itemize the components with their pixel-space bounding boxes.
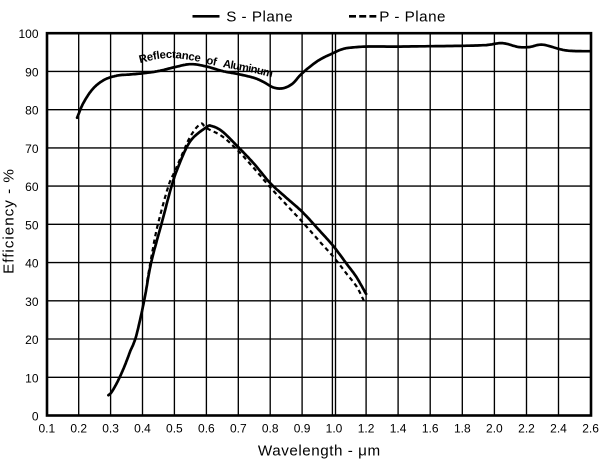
svg-text:2.2: 2.2 (518, 421, 535, 435)
svg-text:0.7: 0.7 (230, 421, 247, 435)
svg-text:0.1: 0.1 (38, 421, 55, 435)
svg-text:2.0: 2.0 (486, 421, 503, 435)
svg-text:2.6: 2.6 (582, 421, 599, 435)
svg-text:80: 80 (25, 104, 39, 118)
svg-text:1.6: 1.6 (422, 421, 439, 435)
svg-text:1.0: 1.0 (326, 421, 343, 435)
svg-text:1.4: 1.4 (390, 421, 407, 435)
svg-text:0.8: 0.8 (262, 421, 279, 435)
svg-text:Efficiency - %: Efficiency - % (0, 168, 17, 274)
svg-text:0.4: 0.4 (134, 421, 151, 435)
svg-text:2.4: 2.4 (550, 421, 567, 435)
svg-text:0.9: 0.9 (294, 421, 311, 435)
svg-text:50: 50 (25, 218, 39, 232)
svg-text:20: 20 (25, 333, 39, 347)
svg-text:1.8: 1.8 (454, 421, 471, 435)
svg-text:30: 30 (25, 295, 39, 309)
svg-text:1.2: 1.2 (358, 421, 375, 435)
svg-text:70: 70 (25, 142, 39, 156)
svg-text:10: 10 (25, 371, 39, 385)
svg-text:P - Plane: P - Plane (379, 8, 446, 25)
svg-text:100: 100 (18, 27, 38, 41)
svg-text:of: of (205, 55, 218, 69)
svg-text:40: 40 (25, 257, 39, 271)
svg-text:60: 60 (25, 180, 39, 194)
svg-text:0.5: 0.5 (166, 421, 183, 435)
svg-text:Wavelength - μm: Wavelength - μm (258, 442, 381, 459)
svg-text:0.2: 0.2 (70, 421, 87, 435)
svg-text:90: 90 (25, 65, 39, 79)
svg-text:0: 0 (32, 410, 39, 424)
svg-text:Reflectance: Reflectance (138, 49, 202, 66)
svg-text:0.3: 0.3 (102, 421, 119, 435)
svg-text:S - Plane: S - Plane (226, 8, 293, 25)
svg-text:0.6: 0.6 (198, 421, 215, 435)
